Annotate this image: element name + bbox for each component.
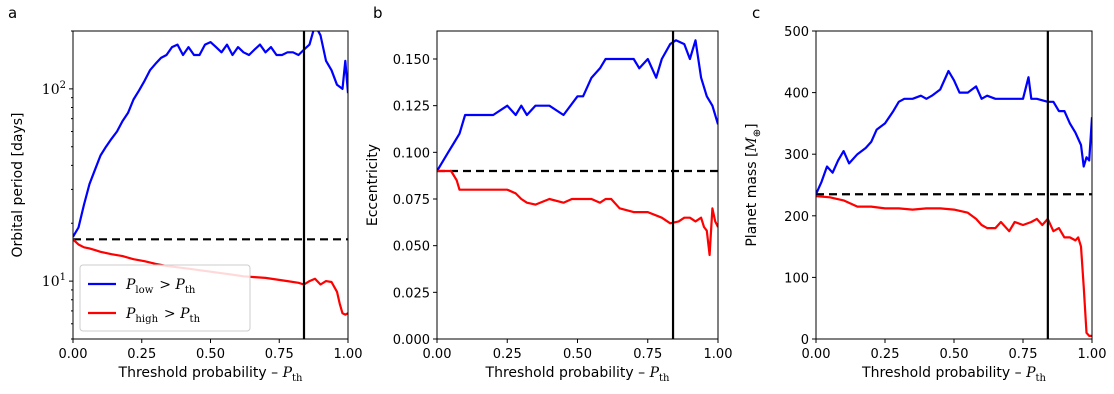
axes-frame: [72, 30, 349, 340]
y-tick-label: 0.100: [393, 146, 430, 161]
x-axis-label: Threshold probability – Pth: [118, 365, 303, 384]
y-tick-label: 0.125: [393, 100, 430, 115]
y-tick-label: 400: [784, 87, 809, 102]
y-axis-label: Orbital period [days]: [10, 113, 26, 258]
panel-c: c 0.00 0.25 0.50 0.75 1.00 0 100 200 300 400 500 Thr…: [744, 4, 1106, 384]
x-tick-label: 0.00: [802, 347, 831, 362]
panel-letter: b: [373, 4, 383, 22]
y-axis-label: Eccentricity: [365, 144, 381, 226]
x-tick-label: 1.00: [1078, 347, 1107, 362]
x-tick-label: 0.75: [633, 347, 662, 362]
panel-b: b 0.00 0.25 0.50 0.75 1.00 0.000 0.025 0.050 0.07…: [365, 4, 732, 384]
y-tick-label: 101: [42, 272, 66, 290]
y-tick-label: 100: [784, 271, 809, 286]
y-tick-label: 0.150: [393, 53, 430, 68]
legend-label: Plow > Pth: [125, 277, 197, 296]
y-tick-label: 102: [42, 80, 66, 98]
x-tick-label: 0.75: [1009, 347, 1038, 362]
panel-a: a 0.00 0.25 0.50 0.75 1.00 101 102 Threshold pro…: [8, 4, 362, 384]
y-tick-label: 0.075: [393, 193, 430, 208]
y-tick-label: 300: [784, 148, 809, 163]
x-tick-label: 0.50: [940, 347, 969, 362]
y-axis-label: Planet mass [M⊕]: [744, 123, 763, 246]
y-tick-label: 200: [784, 210, 809, 225]
x-tick-label: 0.00: [59, 347, 88, 362]
x-tick-label: 0.25: [493, 347, 522, 362]
axes-frame: [436, 30, 719, 340]
x-tick-label: 0.00: [423, 347, 452, 362]
panel-letter: a: [8, 4, 17, 22]
series-low-line: [437, 39, 718, 172]
series-high-line: [437, 169, 718, 257]
series-low-line: [73, 31, 348, 238]
y-tick-label: 0.000: [393, 333, 430, 348]
x-tick-label: 0.75: [265, 347, 294, 362]
y-tick-label: 0.050: [393, 240, 430, 255]
series-low-line: [816, 69, 1092, 195]
x-axis-label: Threshold probability – Pth: [861, 365, 1046, 384]
series-high-line: [816, 195, 1092, 337]
axes-frame: [815, 30, 1093, 340]
y-tick-label: 500: [784, 25, 809, 40]
x-tick-label: 0.50: [563, 347, 592, 362]
x-axis-label: Threshold probability – Pth: [485, 365, 670, 384]
legend-label: Phigh > Pth: [125, 306, 202, 325]
x-tick-label: 1.00: [704, 347, 733, 362]
legend: Plow > Pth Phigh > Pth: [79, 264, 251, 332]
x-tick-label: 0.25: [127, 347, 156, 362]
x-tick-label: 0.50: [196, 347, 225, 362]
panel-letter: c: [752, 4, 760, 22]
y-tick-label: 0.025: [393, 286, 430, 301]
x-tick-label: 1.00: [334, 347, 363, 362]
y-tick-label: 0: [801, 333, 809, 348]
x-tick-label: 0.25: [871, 347, 900, 362]
legend-box: [79, 264, 251, 332]
